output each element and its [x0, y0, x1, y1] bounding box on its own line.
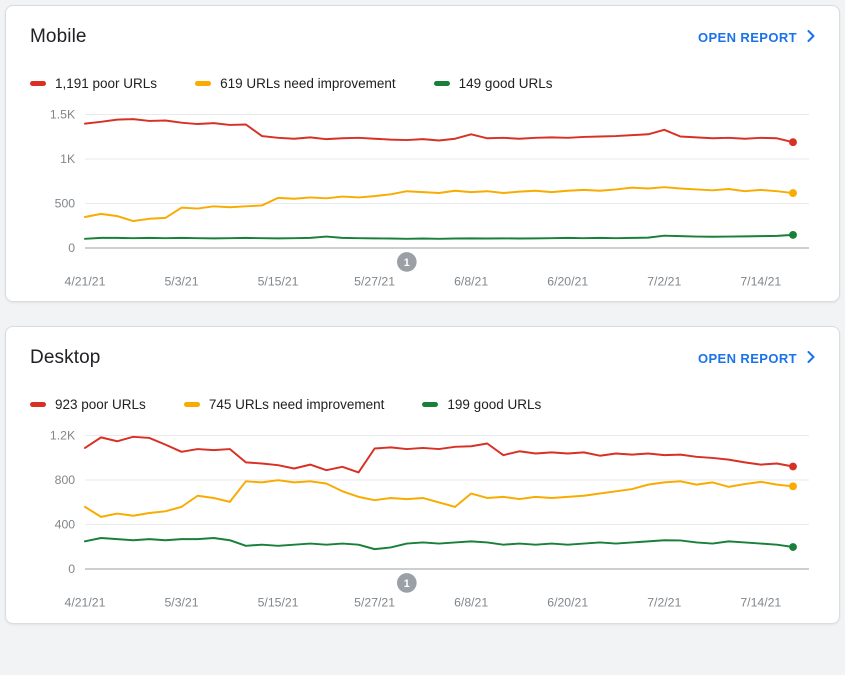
chevron-right-icon	[807, 29, 815, 45]
y-axis-tick-label: 1.2K	[50, 429, 76, 443]
series-line-poor-urls	[83, 436, 794, 474]
legend-item-good: 149 good URLs	[433, 76, 553, 91]
legend-label-needs-improvement: 745 URLs need improvement	[208, 397, 385, 413]
x-axis-tick-label: 5/3/21	[164, 274, 198, 288]
x-axis-tick-label: 6/20/21	[547, 596, 588, 610]
legend-swatch-good	[433, 81, 450, 86]
legend-swatch-good	[422, 402, 439, 408]
series-line-poor-urls	[83, 118, 794, 144]
legend-swatch-needs-improvement	[183, 402, 200, 408]
annotation-badge-label: 1	[404, 578, 410, 590]
x-axis-tick-label: 5/15/21	[258, 596, 299, 610]
series-line-urls-need-improvement	[83, 186, 794, 222]
x-axis-tick-label: 4/21/21	[65, 596, 106, 610]
open-report-label: OPEN REPORT	[697, 29, 797, 45]
legend-item-needs-improvement: 745 URLs need improvement	[183, 397, 385, 413]
open-report-link-mobile[interactable]: OPEN REPORT	[697, 29, 815, 45]
series-endpoint-poor-urls	[789, 462, 797, 471]
legend-swatch-needs-improvement	[195, 81, 212, 86]
series-endpoint-poor-urls	[789, 138, 797, 147]
core-web-vitals-summary: Mobile OPEN REPORT 1,191 poor URLs 619 U…	[5, 5, 840, 624]
legend-label-good: 199 good URLs	[447, 397, 542, 413]
series-line-urls-need-improvement	[83, 479, 794, 519]
x-axis-tick-label: 4/21/21	[65, 274, 106, 288]
legend-label-good: 149 good URLs	[458, 76, 553, 91]
legend-label-needs-improvement: 619 URLs need improvement	[220, 76, 396, 91]
x-axis-tick-label: 7/2/21	[647, 274, 681, 288]
x-axis-tick-label: 6/8/21	[454, 596, 488, 610]
x-axis-tick-label: 6/8/21	[454, 274, 488, 288]
mobile-card: Mobile OPEN REPORT 1,191 poor URLs 619 U…	[5, 5, 840, 303]
legend-label-poor: 923 poor URLs	[55, 397, 146, 413]
card-title-mobile: Mobile	[30, 26, 87, 47]
annotation-badge[interactable]	[396, 573, 417, 593]
y-axis-tick-label: 1K	[60, 152, 76, 166]
legend-swatch-poor	[30, 81, 46, 86]
desktop-card-header: Desktop OPEN REPORT	[30, 347, 815, 369]
card-title-desktop: Desktop	[30, 347, 101, 369]
legend-mobile: 1,191 poor URLs 619 URLs need improvemen…	[30, 76, 815, 91]
legend-desktop: 923 poor URLs 745 URLs need improvement …	[30, 397, 815, 412]
annotation-badge-label: 1	[404, 257, 410, 269]
chevron-right-icon	[807, 350, 815, 366]
series-endpoint-good-urls	[789, 230, 797, 239]
annotation-badge[interactable]	[396, 252, 417, 272]
x-axis-tick-label: 5/27/21	[354, 274, 395, 288]
y-axis-tick-label: 400	[55, 518, 76, 532]
open-report-label: OPEN REPORT	[697, 350, 797, 366]
x-axis-tick-label: 7/2/21	[647, 596, 681, 610]
desktop-cwv-line-chart[interactable]: 0 400 800 1.2K 4/21/21 5/3/21 5/15/21 5/27/21 6/…	[30, 420, 815, 614]
x-axis-tick-label: 7/14/21	[740, 596, 781, 610]
y-axis-tick-label: 800	[55, 473, 76, 487]
series-line-good-urls	[83, 537, 794, 551]
y-axis-tick-label: 1.5K	[50, 108, 76, 122]
series-endpoint-good-urls	[789, 543, 797, 552]
series-line-good-urls	[83, 233, 794, 240]
series-endpoint-urls-need-improvement	[789, 189, 797, 198]
x-axis-tick-label: 5/27/21	[354, 596, 395, 610]
x-axis-tick-label: 5/15/21	[258, 274, 299, 288]
legend-item-needs-improvement: 619 URLs need improvement	[195, 76, 396, 91]
legend-label-poor: 1,191 poor URLs	[55, 76, 158, 91]
mobile-card-header: Mobile OPEN REPORT	[30, 26, 815, 48]
legend-item-poor: 1,191 poor URLs	[30, 76, 157, 91]
series-endpoint-urls-need-improvement	[789, 482, 797, 491]
desktop-card: Desktop OPEN REPORT 923 poor URLs 745 UR…	[5, 326, 840, 624]
mobile-cwv-line-chart[interactable]: 0 500 1K 1.5K 4/21/21 5/3/21 5/15/21 5/27/21 6/8…	[30, 99, 815, 293]
y-axis-tick-label: 0	[68, 562, 75, 576]
y-axis-tick-label: 500	[55, 197, 76, 211]
x-axis-tick-label: 5/3/21	[164, 596, 198, 610]
x-axis-tick-label: 7/14/21	[740, 274, 781, 288]
open-report-link-desktop[interactable]: OPEN REPORT	[697, 350, 815, 366]
y-axis-tick-label: 0	[68, 241, 75, 255]
legend-swatch-poor	[30, 402, 46, 408]
x-axis-tick-label: 6/20/21	[547, 274, 588, 288]
legend-item-good: 199 good URLs	[422, 397, 541, 412]
legend-item-poor: 923 poor URLs	[30, 397, 146, 412]
